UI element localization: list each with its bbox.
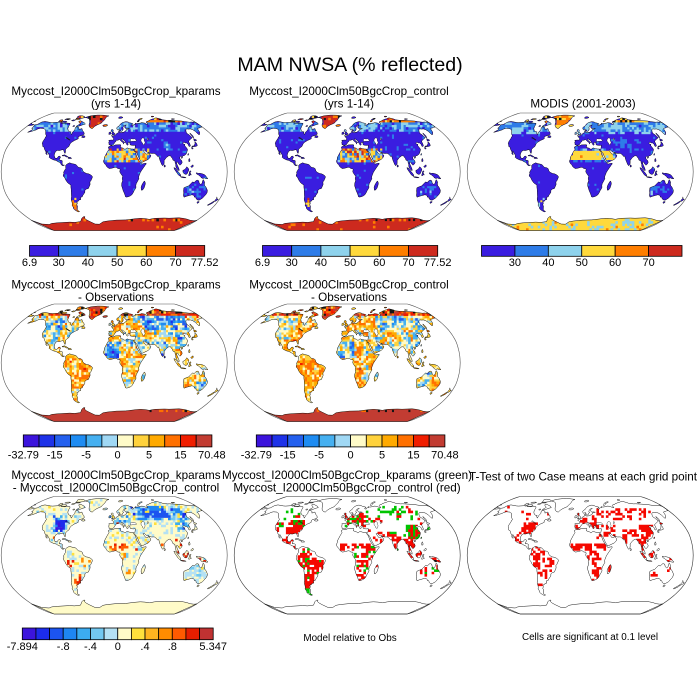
svg-text:6.9: 6.9 — [255, 257, 270, 269]
svg-text:Myccost_I2000Clm50BgcCrop_kpar: Myccost_I2000Clm50BgcCrop_kparams — [11, 278, 220, 291]
svg-text:60: 60 — [373, 257, 385, 269]
svg-text:6.9: 6.9 — [22, 257, 37, 269]
svg-text:-.8: -.8 — [57, 641, 70, 653]
svg-text:MODIS (2001-2003): MODIS (2001-2003) — [530, 97, 635, 110]
svg-text:50: 50 — [344, 257, 356, 269]
svg-text:Myccost_I2000Clm50BgcCrop_cont: Myccost_I2000Clm50BgcCrop_control — [249, 85, 448, 98]
svg-text:5: 5 — [379, 450, 385, 462]
svg-text:Model relative to Obs: Model relative to Obs — [303, 633, 396, 644]
svg-text:70: 70 — [642, 257, 654, 269]
svg-text:-32.79: -32.79 — [241, 450, 272, 462]
svg-text:(yrs 1-14): (yrs 1-14) — [91, 97, 141, 110]
svg-text:60: 60 — [609, 257, 621, 269]
svg-text:30: 30 — [509, 257, 521, 269]
svg-text:MAM NWSA (% reflected): MAM NWSA (% reflected) — [237, 54, 462, 76]
svg-text:-5: -5 — [81, 450, 91, 462]
svg-text:0: 0 — [115, 641, 121, 653]
svg-text:-.4: -.4 — [84, 641, 97, 653]
svg-text:70.48: 70.48 — [198, 450, 226, 462]
svg-text:70: 70 — [169, 257, 181, 269]
svg-text:-15: -15 — [47, 450, 63, 462]
svg-text:60: 60 — [140, 257, 152, 269]
svg-text:30: 30 — [286, 257, 298, 269]
svg-text:77.52: 77.52 — [424, 257, 452, 269]
svg-text:-7.894: -7.894 — [7, 641, 38, 653]
svg-text:40: 40 — [82, 257, 94, 269]
svg-text:40: 40 — [315, 257, 327, 269]
svg-text:-5: -5 — [314, 450, 324, 462]
svg-text:30: 30 — [53, 257, 65, 269]
svg-text:- Observations: - Observations — [78, 291, 154, 304]
svg-text:- Observations: - Observations — [311, 291, 387, 304]
svg-text:15: 15 — [407, 450, 419, 462]
svg-text:70: 70 — [402, 257, 414, 269]
svg-text:15: 15 — [174, 450, 186, 462]
svg-text:50: 50 — [111, 257, 123, 269]
svg-text:- Myccost_I2000Clm50BgcCrop_co: - Myccost_I2000Clm50BgcCrop_control — [13, 482, 220, 495]
svg-text:.8: .8 — [168, 641, 177, 653]
svg-text:50: 50 — [576, 257, 588, 269]
svg-text:5: 5 — [146, 450, 152, 462]
svg-text:5.347: 5.347 — [199, 641, 227, 653]
svg-text:.4: .4 — [140, 641, 149, 653]
svg-text:Myccost_I2000Clm50BgcCrop_cont: Myccost_I2000Clm50BgcCrop_control (red) — [233, 482, 460, 495]
svg-text:Myccost_I2000Clm50BgcCrop_cont: Myccost_I2000Clm50BgcCrop_control — [249, 278, 448, 291]
svg-text:70.48: 70.48 — [431, 450, 459, 462]
svg-text:(yrs 1-14): (yrs 1-14) — [324, 97, 374, 110]
svg-text:Myccost_I2000Clm50BgcCrop_kpar: Myccost_I2000Clm50BgcCrop_kparams — [11, 469, 220, 482]
svg-text:0: 0 — [115, 450, 121, 462]
svg-text:Myccost_I2000Clm50BgcCrop_kpar: Myccost_I2000Clm50BgcCrop_kparams (green… — [222, 469, 472, 482]
svg-text:Myccost_I2000Clm50BgcCrop_kpar: Myccost_I2000Clm50BgcCrop_kparams — [11, 85, 220, 98]
svg-text:Cells are significant at 0.1 l: Cells are significant at 0.1 level — [522, 632, 658, 643]
svg-text:40: 40 — [542, 257, 554, 269]
svg-text:-32.79: -32.79 — [8, 450, 39, 462]
svg-text:77.52: 77.52 — [191, 257, 219, 269]
svg-text:0: 0 — [348, 450, 354, 462]
svg-text:T-Test of two Case means at ea: T-Test of two Case means at each grid po… — [469, 471, 698, 484]
svg-text:-15: -15 — [280, 450, 296, 462]
